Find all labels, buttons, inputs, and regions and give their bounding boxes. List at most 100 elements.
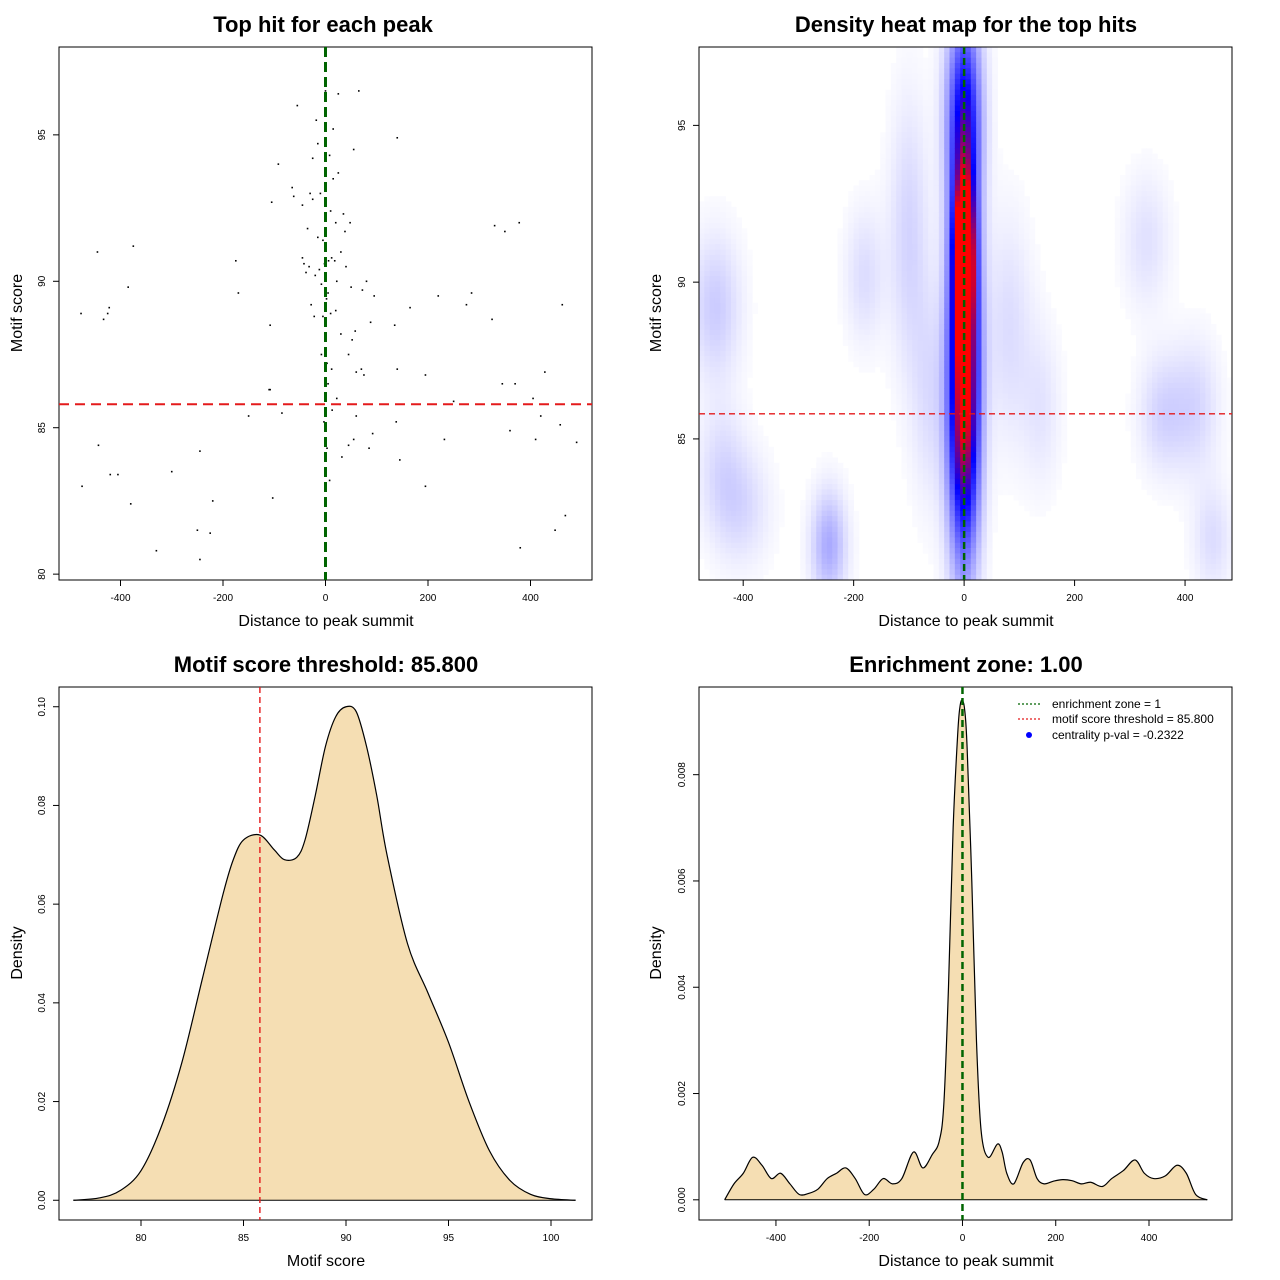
heatmap-cell bbox=[976, 185, 982, 192]
heatmap-cell bbox=[768, 457, 775, 464]
heatmap-cell bbox=[970, 57, 977, 64]
heatmap-cell bbox=[699, 478, 705, 485]
heatmap-cell bbox=[912, 89, 918, 96]
heatmap-cell bbox=[1205, 430, 1212, 437]
heatmap-cell bbox=[944, 553, 950, 560]
heatmap-cell bbox=[699, 329, 705, 336]
heatmap-cell bbox=[714, 254, 721, 261]
heatmap-cell bbox=[986, 425, 993, 432]
heatmap-cell bbox=[768, 526, 775, 533]
heatmap-cell bbox=[970, 574, 977, 581]
heatmap-cell bbox=[1018, 382, 1025, 389]
heatmap-cell bbox=[864, 308, 870, 314]
scatter-point bbox=[281, 412, 283, 414]
heatmap-cell bbox=[949, 569, 956, 576]
heatmap-cell bbox=[917, 457, 924, 464]
heatmap-cell bbox=[954, 254, 961, 261]
heatmap-cell bbox=[1168, 185, 1174, 192]
heatmap-cell bbox=[1136, 196, 1142, 202]
heatmap-cell bbox=[1034, 308, 1041, 314]
heatmap-cell bbox=[954, 388, 961, 394]
heatmap-cell bbox=[848, 297, 854, 304]
heatmap-cell bbox=[720, 468, 727, 474]
heatmap-cell bbox=[1130, 196, 1137, 202]
heatmap-cell bbox=[1146, 308, 1153, 314]
heatmap-cell bbox=[906, 73, 913, 80]
heatmap-cell bbox=[933, 126, 940, 133]
heatmap-cell bbox=[1200, 318, 1206, 325]
heatmap-cell bbox=[922, 228, 929, 234]
heatmap-cell bbox=[714, 244, 721, 250]
heatmap-cell bbox=[970, 110, 977, 117]
heatmap-cell bbox=[1045, 292, 1052, 298]
heatmap-cell bbox=[917, 446, 924, 453]
heatmap-cell bbox=[810, 489, 817, 496]
heatmap-cell bbox=[986, 532, 993, 538]
heatmap-cell bbox=[938, 436, 945, 442]
heatmap-cell bbox=[1141, 302, 1148, 309]
heatmap-cell bbox=[1157, 457, 1164, 464]
heatmap-cell bbox=[736, 334, 743, 341]
heatmap-cell bbox=[1034, 500, 1041, 506]
heatmap-cell bbox=[922, 548, 929, 554]
heatmap-cell bbox=[736, 446, 743, 453]
heatmap-cell bbox=[965, 478, 972, 485]
heatmap-cell bbox=[1200, 308, 1206, 314]
heatmap-cell bbox=[1205, 382, 1212, 389]
heatmap-cell bbox=[944, 526, 950, 533]
heatmap-cell bbox=[1189, 345, 1196, 352]
heatmap-cell bbox=[933, 238, 940, 245]
heatmap-cell bbox=[741, 473, 748, 480]
heatmap-cell bbox=[1013, 281, 1020, 288]
heatmap-cell bbox=[1130, 366, 1137, 373]
heatmap-cell bbox=[976, 238, 982, 245]
heatmap-cell bbox=[890, 244, 897, 250]
heatmap-cell bbox=[928, 121, 934, 128]
heatmap-cell bbox=[1141, 190, 1148, 197]
heatmap-cell bbox=[757, 532, 764, 538]
heatmap-cell bbox=[714, 462, 721, 469]
heatmap-cell bbox=[1152, 350, 1158, 357]
heatmap-cell bbox=[1120, 292, 1126, 298]
heatmap-cell bbox=[1013, 174, 1020, 181]
heatmap-cell bbox=[848, 206, 854, 213]
heatmap-cell bbox=[746, 484, 753, 490]
heatmap-cell bbox=[944, 425, 950, 432]
heatmap-cell bbox=[933, 457, 940, 464]
heatmap-cell bbox=[1024, 388, 1030, 394]
heatmap-cell bbox=[906, 105, 913, 112]
heatmap-cell bbox=[1146, 286, 1153, 293]
heatmap-cell bbox=[837, 270, 844, 277]
heatmap-cell bbox=[837, 265, 844, 272]
heatmap-cell bbox=[954, 329, 961, 336]
heatmap-cell bbox=[1141, 372, 1148, 378]
heatmap-cell bbox=[944, 57, 950, 64]
heatmap-cell bbox=[1050, 361, 1057, 368]
heatmap-cell bbox=[890, 292, 897, 298]
heatmap-cell bbox=[912, 324, 918, 330]
heatmap-cell bbox=[736, 361, 743, 368]
heatmap-cell bbox=[826, 452, 833, 458]
heatmap-cell bbox=[944, 329, 950, 336]
heatmap-cell bbox=[1061, 372, 1068, 378]
heatmap-cell bbox=[986, 484, 993, 490]
heatmap-cell bbox=[1034, 468, 1041, 474]
heatmap-cell bbox=[933, 361, 940, 368]
heatmap-cell bbox=[762, 478, 769, 485]
heatmap-cell bbox=[1189, 308, 1196, 314]
heatmap-cell bbox=[1056, 366, 1062, 373]
heatmap-cell bbox=[901, 121, 908, 128]
heatmap-cell bbox=[981, 564, 988, 570]
heatmap-cell bbox=[933, 516, 940, 522]
heatmap-cell bbox=[826, 489, 833, 496]
scatter-point bbox=[322, 315, 324, 318]
heatmap-cell bbox=[869, 260, 876, 266]
heatmap-cell bbox=[704, 356, 711, 362]
heatmap-cell bbox=[912, 468, 918, 474]
scatter-point bbox=[80, 312, 82, 315]
heatmap-cell bbox=[821, 457, 828, 464]
heatmap-cell bbox=[992, 441, 998, 448]
heatmap-cell bbox=[944, 393, 950, 400]
heatmap-cell bbox=[714, 388, 721, 394]
heatmap-cell bbox=[1152, 222, 1158, 229]
